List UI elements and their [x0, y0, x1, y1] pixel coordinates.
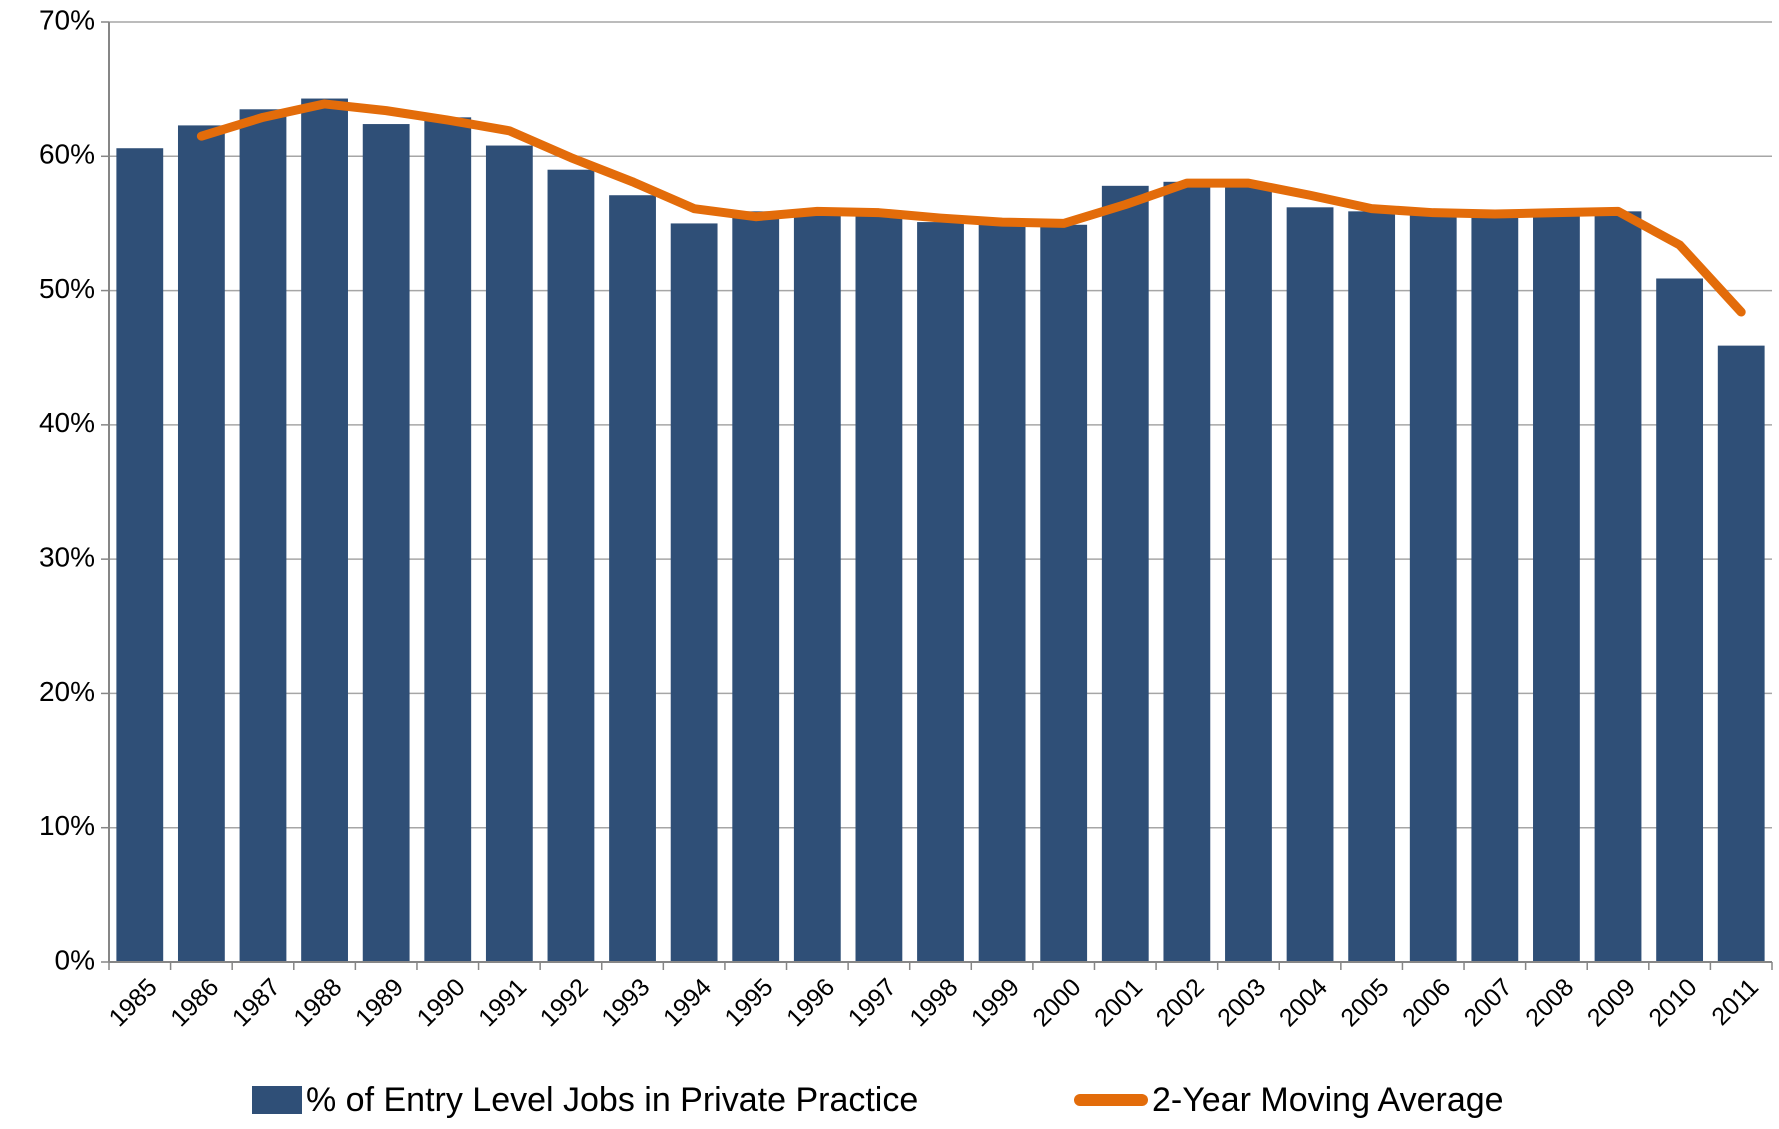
bar	[1286, 207, 1334, 963]
y-tick-label: 20%	[39, 676, 95, 707]
x-tick-label: 2001	[1089, 973, 1148, 1032]
x-tick-label: 1995	[720, 973, 779, 1032]
x-tick-label: 1996	[781, 973, 840, 1032]
bar	[1717, 345, 1765, 963]
bar	[1533, 211, 1580, 963]
bar	[1656, 278, 1704, 962]
x-tick-label: 1986	[165, 973, 224, 1032]
x-tick-label: 2002	[1151, 973, 1210, 1032]
y-tick-label: 30%	[39, 542, 95, 573]
bar	[1163, 181, 1211, 963]
y-tick-label: 40%	[39, 407, 95, 438]
y-tick-label: 0%	[55, 944, 95, 975]
bar	[301, 98, 348, 963]
legend-label: % of Entry Level Jobs in Private Practic…	[306, 1081, 918, 1119]
bar	[362, 124, 410, 963]
line	[196, 99, 1746, 317]
bar	[116, 148, 164, 962]
bar	[1101, 185, 1149, 963]
bar	[978, 222, 1026, 963]
y-tick-label: 70%	[39, 4, 95, 35]
bar	[1409, 214, 1457, 962]
x-tick-label: 1987	[227, 973, 286, 1032]
x-tick-label: 1999	[966, 973, 1025, 1032]
bar	[855, 214, 903, 962]
x-tick-label: 2011	[1706, 973, 1764, 1031]
bar	[917, 222, 964, 963]
bar	[1594, 211, 1642, 963]
bar	[732, 211, 780, 963]
legend-swatch	[252, 1086, 302, 1114]
bar	[177, 125, 225, 962]
x-tick-label: 2003	[1212, 973, 1271, 1032]
x-tick-label: 1988	[288, 973, 347, 1032]
x-tick-label: 1998	[904, 973, 963, 1032]
x-tick-label: 1997	[843, 973, 902, 1032]
y-tick-label: 10%	[39, 810, 95, 841]
bar	[424, 117, 472, 963]
x-tick-label: 1994	[658, 973, 717, 1032]
bar	[1348, 211, 1396, 963]
x-tick-label: 1989	[350, 973, 409, 1032]
x-tick-label: 2008	[1520, 973, 1579, 1032]
x-tick-label: 1991	[473, 973, 532, 1032]
bar	[547, 169, 595, 962]
y-tick-label: 60%	[39, 139, 95, 170]
x-tick-label: 1992	[535, 973, 594, 1032]
x-tick-label: 1990	[412, 973, 471, 1032]
bar	[670, 223, 718, 962]
x-tick-label: 2000	[1027, 973, 1086, 1032]
x-tick-label: 2007	[1459, 973, 1518, 1032]
x-tick-label: 2010	[1643, 973, 1702, 1032]
y-tick-label: 50%	[39, 273, 95, 304]
x-tick-label: 2009	[1582, 973, 1641, 1032]
x-tick-label: 1993	[596, 973, 655, 1032]
bar	[793, 211, 841, 963]
x-tick-label: 1985	[104, 973, 163, 1032]
bar	[1471, 215, 1519, 962]
x-tick-label: 2004	[1274, 973, 1333, 1032]
bar	[1040, 224, 1088, 962]
bar	[1225, 184, 1272, 962]
legend-label: 2-Year Moving Average	[1152, 1081, 1504, 1119]
bar	[609, 195, 656, 962]
bar	[485, 145, 533, 963]
x-tick-label: 2006	[1397, 973, 1456, 1032]
x-tick-label: 2005	[1335, 973, 1394, 1032]
bar	[239, 109, 287, 963]
